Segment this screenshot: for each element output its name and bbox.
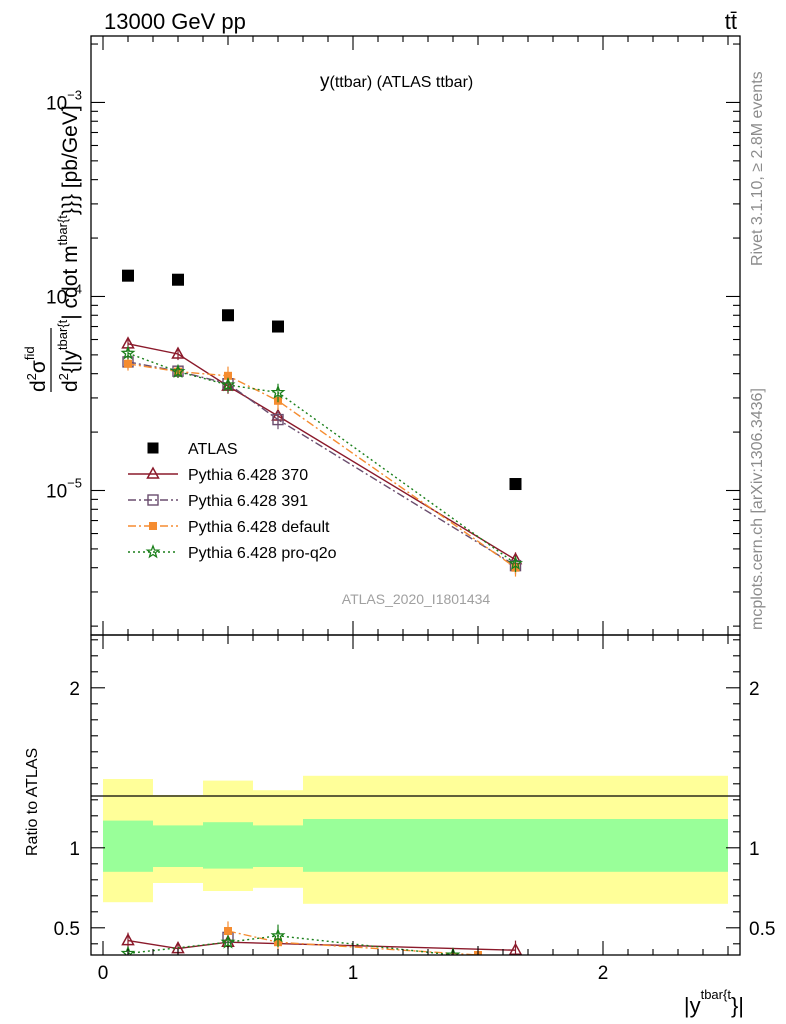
legend-entry-pythia-6-428-391: Pythia 6.428 391 (128, 493, 308, 510)
data-point-atlas (222, 309, 234, 322)
ratio-y-tick-label-right: 2 (749, 679, 760, 700)
band-green-2 (203, 822, 253, 869)
x-tick-label: 2 (598, 963, 609, 984)
rivet-version-label: Rivet 3.1.10, ≥ 2.8M events (749, 71, 766, 266)
ratio-point-pythia-6-428-370 (508, 942, 523, 955)
data-point-atlas (272, 320, 284, 333)
ratio-line-pythia-6-428-pro-q2o (127, 935, 454, 955)
data-point-pythia-6-428-default (224, 371, 232, 380)
ratio-point-pythia-6-428-pro-q2o (270, 927, 286, 943)
data-point-pythia-6-428-370 (171, 346, 185, 359)
legend-label-atlas: ATLAS (188, 441, 238, 458)
legend-marker-pythia-6-428-391 (147, 494, 159, 506)
analysis-watermark: ATLAS_2020_I1801434 (342, 591, 491, 607)
legend-entry-pythia-6-428-370: Pythia 6.428 370 (128, 466, 308, 484)
band-green-1 (153, 825, 203, 867)
svg-text:d2σfid: d2σfid (22, 346, 50, 392)
main-axis-ticks (91, 36, 740, 635)
legend-marker-pythia-6-428-pro-q2o (145, 544, 161, 559)
legend-label-pythia-6-428-pro-q2o: Pythia 6.428 pro-q2o (188, 545, 337, 562)
ratio-point-pythia-6-428-pro-q2o (220, 934, 236, 949)
legend-marker-atlas (147, 442, 159, 454)
ratio-axis-ticks (91, 635, 740, 955)
legend-marker-pythia-6-428-default (149, 522, 157, 530)
ratio-data-marks (120, 921, 523, 955)
main-y-tick-label: 10−5 (46, 476, 82, 503)
main-y-tick-labels: 10−5 10−4 10−3 (46, 87, 82, 502)
data-point-pythia-6-428-pro-q2o (220, 377, 236, 392)
ratio-point-pythia-6-428-pro-q2o (445, 947, 461, 955)
legend-label-pythia-6-428-391: Pythia 6.428 391 (188, 493, 308, 510)
legend-entry-pythia-6-428-pro-q2o: Pythia 6.428 pro-q2o (128, 544, 337, 562)
data-point-pythia-6-428-391 (272, 413, 284, 426)
ratio-point-pythia-6-428-pro-q2o (120, 945, 136, 955)
data-point-pythia-6-428-pro-q2o (120, 345, 136, 360)
data-point-atlas (172, 273, 184, 286)
mcplots-label: mcplots.cern.ch [arXiv:1306.3436] (749, 388, 766, 630)
plot-title: y(ttbar) (ATLAS ttbar) (320, 71, 473, 92)
x-tick-labels: 0 1 2 (98, 963, 609, 984)
data-point-pythia-6-428-pro-q2o (170, 363, 186, 379)
ratio-y-tick-label-left: 2 (69, 679, 80, 700)
ratio-point-pythia-6-428-370 (121, 933, 135, 946)
ratio-y-axis-label: Ratio to ATLAS (24, 748, 41, 856)
data-point-pythia-6-428-default (124, 359, 132, 368)
band-green-3 (253, 825, 303, 867)
legend-marker-pythia-6-428-370 (146, 466, 160, 479)
svg-text:d2{|ytbar{t| cdot mtbar{t}}} [: d2{|ytbar{t| cdot mtbar{t}}} [pb/GeV] (55, 105, 82, 392)
ratio-line-pythia-6-428-370 (127, 939, 516, 951)
main-y-tick-label: 10−4 (46, 281, 82, 308)
process-label: tt̄ (725, 9, 737, 34)
ratio-y-tick-label-left: 1 (69, 839, 80, 860)
legend-label-pythia-6-428-default: Pythia 6.428 default (188, 519, 330, 536)
x-tick-label: 1 (348, 963, 359, 984)
main-y-axis-label: d2σfid d2{|ytbar{t| cdot mtbar{t}}} [pb/… (22, 105, 82, 392)
energy-label: 13000 GeV pp (104, 9, 246, 34)
main-data-marks (120, 269, 523, 577)
legend-entry-pythia-6-428-default: Pythia 6.428 default (128, 519, 330, 536)
ratio-y-tick-labels: 0.5 0.5 1 1 2 2 (54, 679, 776, 940)
x-tick-label: 0 (98, 963, 109, 984)
x-axis-label: |ytbar{t}| (684, 987, 744, 1018)
ratio-y-tick-label-right: 1 (749, 839, 760, 860)
data-point-atlas (122, 269, 134, 282)
ratio-panel: 0.5 0.5 1 1 2 2 0 1 2 (54, 634, 776, 984)
ratio-y-tick-label-left: 0.5 (54, 919, 80, 940)
legend-label-pythia-6-428-370: Pythia 6.428 370 (188, 467, 308, 484)
data-point-atlas (509, 478, 522, 491)
ratio-frame (90, 634, 741, 956)
data-point-pythia-6-428-pro-q2o (270, 384, 286, 399)
main-y-tick-label: 10−3 (46, 87, 82, 114)
data-point-pythia-6-428-pro-q2o (508, 555, 523, 571)
ratio-uncertainty-bands (103, 775, 728, 904)
legend-entry-atlas: ATLAS (147, 441, 238, 458)
ratio-point-pythia-6-428-default (224, 927, 232, 935)
legend: ATLAS Pythia 6.428 370 Pythia 6.428 391 Pyt… (128, 441, 337, 562)
series-line-pythia-6-428-default (127, 363, 516, 569)
band-green-4 (303, 819, 728, 872)
main-panel: 10−5 10−4 10−3 y(ttbar) (ATLAS ttbar) ATLA… (46, 35, 741, 636)
band-green-0 (103, 820, 153, 872)
ratio-y-tick-label-right: 0.5 (749, 919, 775, 940)
